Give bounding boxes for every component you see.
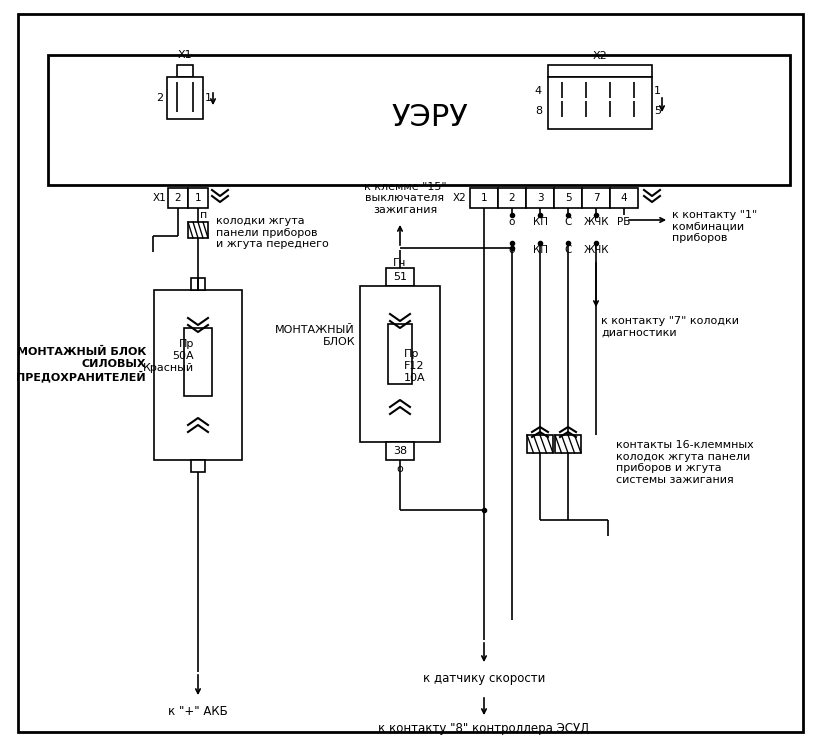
Text: 2: 2 [175, 193, 181, 203]
Text: 1: 1 [205, 93, 212, 103]
Bar [386, 268, 414, 286]
Bar [610, 188, 638, 208]
Text: 2: 2 [509, 193, 516, 203]
Text: к датчику скорости: к датчику скорости [423, 672, 545, 685]
Bar [548, 77, 652, 129]
Text: Пр
F12
10А: Пр F12 10А [404, 349, 425, 383]
Text: 1: 1 [480, 193, 488, 203]
Text: РБ: РБ [617, 217, 631, 227]
Bar [360, 286, 440, 442]
Bar [188, 222, 208, 238]
Bar [386, 442, 414, 460]
Text: к клемме "15"
выключателя
зажигания: к клемме "15" выключателя зажигания [364, 182, 447, 215]
Text: 4: 4 [534, 86, 542, 96]
Text: 1: 1 [654, 86, 661, 96]
Text: к контакту "8" контроллера ЭСУД: к контакту "8" контроллера ЭСУД [378, 722, 589, 735]
Text: 5: 5 [654, 106, 661, 116]
Text: КП: КП [533, 217, 548, 227]
Text: контакты 16-клеммных
колодок жгута панели
приборов и жгута
системы зажигания: контакты 16-клеммных колодок жгута панел… [616, 440, 754, 485]
Bar [555, 435, 581, 453]
Text: КП: КП [533, 245, 548, 255]
Bar [191, 460, 205, 472]
Text: ЖЧК: ЖЧК [583, 245, 608, 255]
Text: Гч: Гч [393, 258, 406, 268]
Bar [191, 278, 205, 290]
Bar [48, 55, 790, 185]
Text: 3: 3 [537, 193, 544, 203]
Text: к контакту "7" колодки
диагностики: к контакту "7" колодки диагностики [601, 316, 739, 338]
Text: X1: X1 [177, 50, 192, 60]
Text: 51: 51 [393, 272, 407, 282]
Bar [154, 290, 242, 460]
Text: 5: 5 [565, 193, 571, 203]
Text: п: п [200, 210, 207, 220]
Bar [177, 65, 193, 77]
Text: о: о [397, 464, 403, 474]
Text: 8: 8 [534, 106, 542, 116]
Text: С: С [564, 245, 571, 255]
Text: X2: X2 [452, 193, 466, 203]
Text: колодки жгута
панели приборов
и жгута переднего: колодки жгута панели приборов и жгута пе… [216, 216, 328, 249]
Bar [470, 188, 498, 208]
Text: МОНТАЖНЫЙ
БЛОК: МОНТАЖНЫЙ БЛОК [275, 325, 355, 347]
Text: о: о [509, 217, 516, 227]
Bar [582, 188, 610, 208]
Text: МОНТАЖНЫЙ БЛОК
СИЛОВЫХ
ПРЕДОХРАНИТЕЛЕЙ: МОНТАЖНЫЙ БЛОК СИЛОВЫХ ПРЕДОХРАНИТЕЛЕЙ [16, 348, 146, 383]
Text: X2: X2 [593, 51, 608, 61]
Bar [388, 324, 412, 384]
Text: 7: 7 [593, 193, 599, 203]
Bar [498, 188, 526, 208]
Bar [188, 188, 208, 208]
Text: УЭРУ: УЭРУ [392, 104, 469, 133]
Text: к "+" АКБ: к "+" АКБ [168, 705, 228, 718]
Bar [184, 328, 212, 396]
Text: о: о [509, 245, 516, 255]
Bar [168, 188, 188, 208]
Text: 1: 1 [195, 193, 201, 203]
Bar [548, 65, 652, 77]
Bar [167, 77, 203, 119]
Text: С: С [564, 217, 571, 227]
Text: ЖЧК: ЖЧК [583, 217, 608, 227]
Text: 4: 4 [621, 193, 627, 203]
Text: Пр
50А
Красный: Пр 50А Красный [143, 339, 194, 372]
Bar [554, 188, 582, 208]
Bar [526, 188, 554, 208]
Text: 2: 2 [156, 93, 163, 103]
Text: X1: X1 [152, 193, 166, 203]
Text: к контакту "1"
комбинации
приборов: к контакту "1" комбинации приборов [672, 210, 757, 243]
Bar [527, 435, 553, 453]
Text: 38: 38 [393, 446, 407, 456]
